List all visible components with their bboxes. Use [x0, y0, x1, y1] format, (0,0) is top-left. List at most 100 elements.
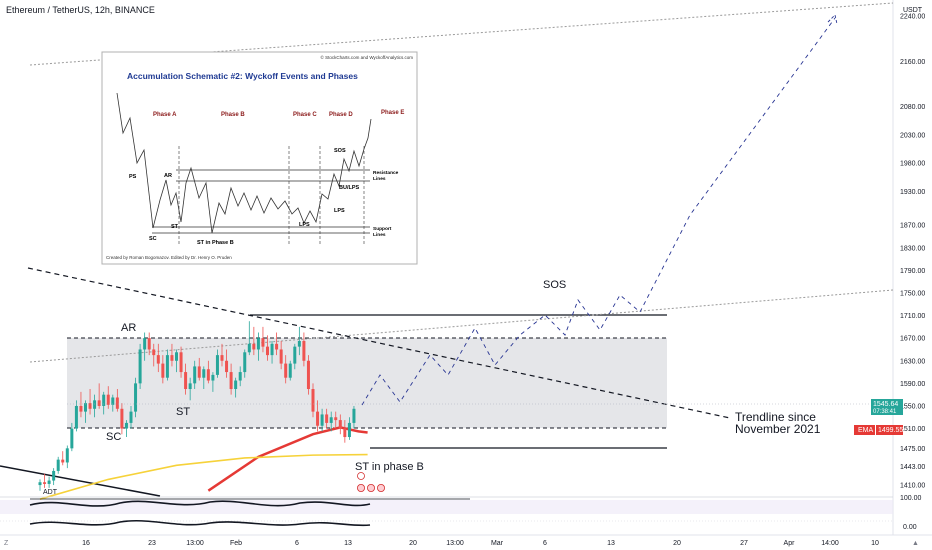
- trendline-since-nov-2021: [27, 267, 731, 419]
- candle-body: [84, 403, 87, 412]
- candle-body: [256, 338, 260, 350]
- ema-value-background: [876, 425, 903, 435]
- candle-body: [202, 369, 206, 378]
- candle-body: [111, 397, 115, 405]
- price-tick-label: 1870.00: [900, 223, 925, 230]
- price-tick-label: 1590.00: [900, 381, 925, 388]
- candle-body: [275, 343, 279, 350]
- price-tick-label: 1630.00: [900, 358, 925, 365]
- candle-body: [197, 366, 201, 378]
- candle-body: [115, 397, 119, 409]
- annotation-sos: SOS: [543, 279, 566, 291]
- candle-body: [266, 346, 269, 356]
- time-tick-label: 13: [344, 540, 352, 547]
- middle-channel-line: [29, 289, 894, 363]
- y-unit-label: USDT: [903, 7, 923, 14]
- moving-averages: [39, 426, 368, 500]
- phase-a-label: Phase A: [153, 112, 177, 118]
- time-tick-label: 13:00: [446, 540, 464, 547]
- annotation-st: ST: [176, 406, 190, 418]
- scroll-arrow-icon[interactable]: ▲: [912, 540, 919, 547]
- time-axis[interactable]: 16 23 13:00 Feb 6 13 20 13:00 Mar 6 13 20 27 Apr 14:00…: [82, 540, 879, 547]
- event-flag-icon[interactable]: [357, 472, 365, 480]
- price-tick-label: 1550.00: [900, 403, 925, 410]
- candle-body: [124, 422, 128, 429]
- last-price-background: [871, 399, 903, 415]
- price-tick-label: 1443.00: [900, 464, 925, 471]
- event-marker-icon[interactable]: [366, 483, 375, 492]
- ema-badge: 1499.55 EMA: [854, 425, 903, 435]
- candle-body: [184, 372, 188, 390]
- chart-title: Ethereum / TetherUS, 12h, BINANCE: [6, 5, 155, 15]
- event-lps-label: LPS: [334, 208, 345, 214]
- candle-body: [334, 417, 338, 421]
- candle-body: [338, 420, 342, 429]
- candle-body: [225, 360, 229, 373]
- candlesticks: [38, 321, 356, 491]
- candle-body: [129, 411, 133, 423]
- time-tick-label: 16: [82, 540, 90, 547]
- support-lines-label: Support Lines: [373, 226, 392, 238]
- candle-body: [170, 355, 174, 361]
- phase-e-label: Phase E: [381, 110, 404, 116]
- price-tick-label: 2240.00: [900, 14, 925, 21]
- candle-body: [247, 343, 251, 353]
- annotation-sc: SC: [106, 431, 121, 443]
- event-st-phase-b-label: ST in Phase B: [197, 240, 234, 246]
- candle-body: [56, 459, 60, 471]
- event-lps-label: LPS: [299, 222, 310, 228]
- ema-value: 1499.55: [878, 427, 903, 434]
- candle-body: [47, 480, 51, 484]
- event-bu-lps-label: BU/LPS: [339, 185, 360, 191]
- phase-d-label: Phase D: [329, 112, 353, 118]
- inset-title: Accumulation Schematic #2: Wyckoff Event…: [127, 71, 358, 81]
- time-tick-label: 20: [673, 540, 681, 547]
- price-tick-label: 1510.00: [900, 426, 925, 433]
- annotation-ar: AR: [121, 322, 136, 334]
- time-tick-label: Apr: [784, 540, 796, 547]
- candle-body: [175, 352, 178, 361]
- oscillator-line: [29, 500, 371, 507]
- price-tick-label: 2030.00: [900, 132, 925, 139]
- candle-body: [102, 394, 106, 406]
- price-tick-label: 1830.00: [900, 245, 925, 252]
- time-tick-label: 14:00: [821, 540, 839, 547]
- annotation-st-in-phase-b: ST in phase B: [355, 461, 424, 473]
- time-tick-label: 20: [409, 540, 417, 547]
- event-ar-label: AR: [164, 173, 172, 179]
- phase-c-label: Phase C: [293, 112, 317, 118]
- oscillator-top-level: 100.00: [900, 495, 922, 502]
- candle-body: [88, 403, 92, 409]
- zoom-icon[interactable]: Z: [4, 540, 9, 547]
- candle-body: [206, 369, 210, 381]
- time-tick-label: Mar: [491, 540, 504, 547]
- inset-frame: [101, 51, 418, 265]
- candle-body: [211, 374, 215, 381]
- event-markers[interactable]: [356, 472, 385, 492]
- candle-body: [229, 372, 233, 390]
- candle-body: [293, 346, 297, 364]
- accumulation-range-box: [67, 338, 667, 428]
- candle-body: [134, 383, 138, 412]
- price-tick-label: 1980.00: [900, 161, 925, 168]
- projection-arrow: [827, 14, 838, 25]
- candle-body: [297, 340, 301, 347]
- price-tick-label: 1410.00: [900, 483, 925, 490]
- last-price-badge: 1545.64 07:38:41: [871, 399, 903, 415]
- price-tick-label: 1790.00: [900, 268, 925, 275]
- annotation-trendline-line1: Trendline since: [735, 410, 816, 424]
- candle-body: [147, 338, 151, 350]
- candle-body: [156, 355, 160, 364]
- ema-label: EMA: [858, 427, 874, 434]
- price-axis[interactable]: 2400.002320.002240.002160.002080.002030.…: [900, 0, 925, 490]
- ema-line: [207, 426, 368, 492]
- event-marker-icon[interactable]: [356, 483, 365, 492]
- time-tick-label: Feb: [230, 540, 242, 547]
- ema-label-background: [854, 425, 875, 435]
- time-tick-label: 27: [740, 540, 748, 547]
- candle-body: [165, 355, 169, 378]
- event-marker-icon[interactable]: [376, 483, 385, 492]
- candle-body: [243, 352, 247, 373]
- candle-body: [79, 405, 83, 412]
